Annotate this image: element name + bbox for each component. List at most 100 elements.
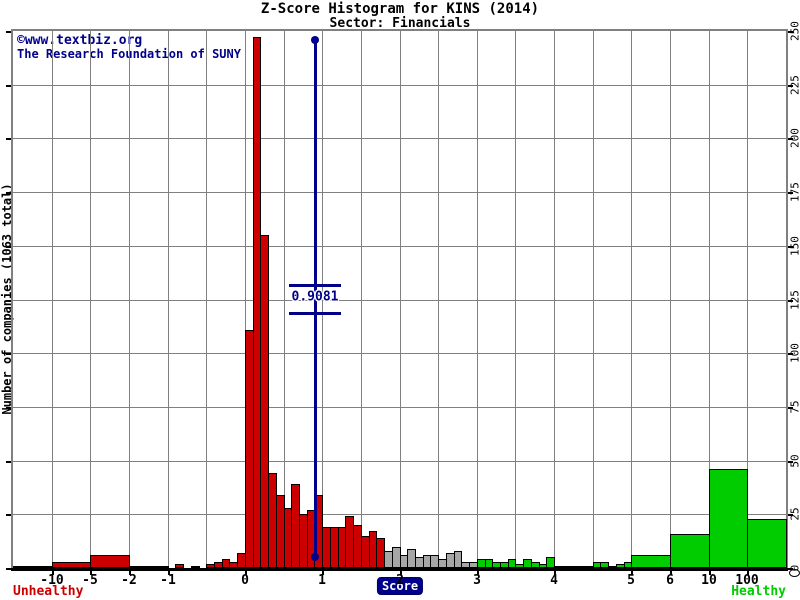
x-axis-title: Score xyxy=(376,577,424,595)
gridline-horizontal xyxy=(13,138,786,139)
marker-crossbar-upper xyxy=(289,284,341,287)
gridline-vertical xyxy=(284,31,285,568)
y-tick-label: 0 xyxy=(789,565,800,572)
plot-border-left xyxy=(11,29,13,570)
gridline-horizontal xyxy=(13,461,786,462)
gridline-vertical xyxy=(631,31,632,568)
page-title: Z-Score Histogram for KINS (2014) xyxy=(260,1,540,17)
x-axis-tick xyxy=(90,571,92,575)
histogram-bar xyxy=(631,555,671,568)
histogram-bar xyxy=(260,235,269,568)
gridline-vertical xyxy=(670,31,671,568)
y-axis-tick xyxy=(6,353,11,355)
x-tick-label: 100 xyxy=(735,573,759,588)
marker-bottom-dot xyxy=(311,553,319,561)
marker-line xyxy=(314,40,317,558)
plot-border-right xyxy=(786,29,788,570)
y-tick-label: 150 xyxy=(788,236,800,256)
y-axis-tick xyxy=(788,300,793,302)
gridline-vertical xyxy=(168,31,169,568)
y-axis-tick xyxy=(788,514,793,516)
y-axis-tick xyxy=(6,407,11,409)
gridline-vertical xyxy=(322,31,323,568)
gridline-vertical xyxy=(400,31,401,568)
y-tick-label: 225 xyxy=(788,75,800,95)
gridline-horizontal xyxy=(13,85,786,86)
histogram-bar xyxy=(191,566,200,568)
histogram-bar xyxy=(600,562,609,568)
marker-value-label: 0.9081 xyxy=(291,289,339,305)
histogram-bar xyxy=(546,557,555,568)
y-axis-tick xyxy=(788,138,793,140)
x-tick-label: 5 xyxy=(627,573,635,588)
x-tick-label: 0 xyxy=(241,573,249,588)
y-tick-label: 100 xyxy=(788,343,800,363)
x-axis-tick xyxy=(709,571,711,575)
x-tick-label: 1 xyxy=(318,573,326,588)
x-tick-label: -10 xyxy=(40,573,64,588)
y-axis-tick xyxy=(6,461,11,463)
x-axis-tick xyxy=(168,571,170,575)
x-axis-tick xyxy=(670,571,672,575)
y-axis-tick xyxy=(788,192,793,194)
x-axis-line xyxy=(11,568,788,571)
y-tick-label: 75 xyxy=(788,400,800,414)
gridline-horizontal xyxy=(13,246,786,247)
y-axis-tick xyxy=(788,246,793,248)
y-axis-tick xyxy=(788,461,793,463)
gridline-horizontal xyxy=(13,300,786,301)
y-tick-label: 250 xyxy=(788,21,800,41)
y-tick-label: 200 xyxy=(788,128,800,148)
x-tick-label: 3 xyxy=(473,573,481,588)
histogram-bar xyxy=(90,555,130,568)
y-tick-label: 175 xyxy=(788,182,800,202)
y-axis-tick xyxy=(6,246,11,248)
y-tick-label: 125 xyxy=(788,290,800,310)
y-axis-tick xyxy=(6,514,11,516)
y-axis-tick xyxy=(6,85,11,87)
gridline-vertical xyxy=(52,31,53,568)
x-tick-label: -2 xyxy=(121,573,137,588)
y-tick-label: 25 xyxy=(788,507,800,521)
gridline-vertical xyxy=(245,31,246,568)
gridline-vertical xyxy=(129,31,130,568)
x-axis-tick xyxy=(129,571,131,575)
gridline-horizontal xyxy=(13,353,786,354)
x-tick-label: 4 xyxy=(550,573,558,588)
histogram-bar xyxy=(670,534,710,568)
x-tick-label: 10 xyxy=(701,573,717,588)
histogram-bar xyxy=(175,564,184,568)
marker-top-dot xyxy=(311,36,319,44)
x-axis-tick xyxy=(400,571,402,575)
gridline-vertical xyxy=(709,31,710,568)
histogram-bar xyxy=(129,566,169,568)
gridline-horizontal xyxy=(13,407,786,408)
gridline-vertical xyxy=(206,31,207,568)
histogram-bar xyxy=(508,559,516,568)
x-tick-label: -1 xyxy=(160,573,176,588)
plot-border-top xyxy=(11,29,788,31)
x-axis-tick xyxy=(477,571,479,575)
y-axis-tick xyxy=(788,85,793,87)
y-axis-tick xyxy=(788,353,793,355)
x-tick-label: 6 xyxy=(666,573,674,588)
gridline-vertical xyxy=(554,31,555,568)
y-axis-tick xyxy=(6,138,11,140)
marker-crossbar-lower xyxy=(289,312,341,315)
gridline-horizontal xyxy=(13,192,786,193)
healthy-label: Healthy xyxy=(731,584,786,599)
x-tick-label: 2 xyxy=(396,573,404,588)
gridline-vertical xyxy=(515,31,516,568)
x-axis-tick xyxy=(245,571,247,575)
y-axis-tick xyxy=(788,568,793,570)
gridline-vertical xyxy=(477,31,478,568)
y-axis-tick xyxy=(788,407,793,409)
x-axis-tick xyxy=(322,571,324,575)
y-axis-tick xyxy=(6,31,11,33)
gridline-vertical xyxy=(593,31,594,568)
histogram-bar xyxy=(454,551,462,568)
watermark-line2: The Research Foundation of SUNY xyxy=(17,47,241,61)
x-axis-tick xyxy=(52,571,54,575)
x-axis-tick xyxy=(631,571,633,575)
